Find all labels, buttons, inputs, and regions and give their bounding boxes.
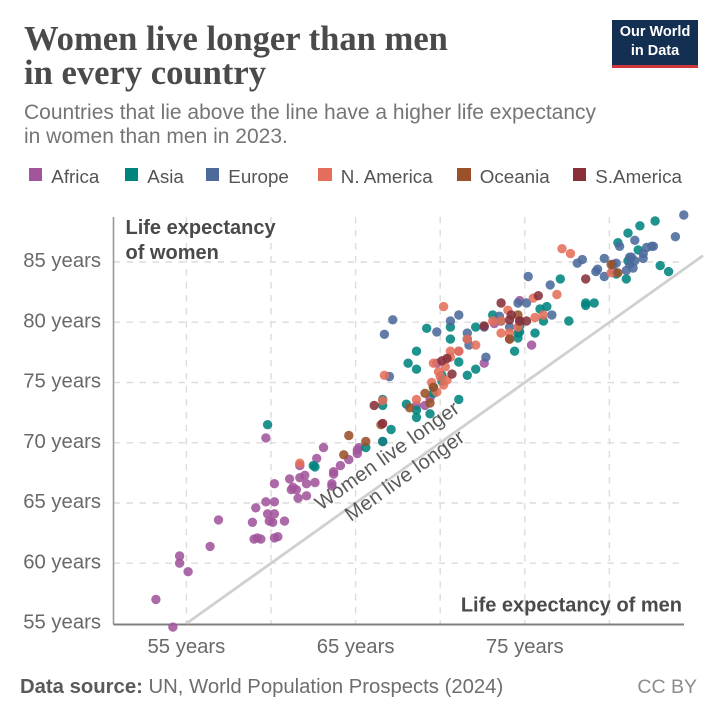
svg-text:55 years: 55 years bbox=[148, 636, 226, 658]
svg-text:75 years: 75 years bbox=[486, 636, 564, 658]
svg-text:60 years: 60 years bbox=[23, 552, 101, 574]
svg-text:65 years: 65 years bbox=[23, 491, 101, 513]
svg-text:Life expectancy: Life expectancy bbox=[126, 217, 277, 239]
svg-text:85 years: 85 years bbox=[23, 250, 101, 272]
svg-text:of women: of women bbox=[126, 242, 219, 264]
svg-text:Life expectancy of men: Life expectancy of men bbox=[461, 595, 682, 617]
svg-text:55 years: 55 years bbox=[23, 612, 101, 634]
svg-text:80 years: 80 years bbox=[23, 310, 101, 332]
svg-text:75 years: 75 years bbox=[23, 371, 101, 393]
svg-text:65 years: 65 years bbox=[317, 636, 395, 658]
svg-text:70 years: 70 years bbox=[23, 431, 101, 453]
